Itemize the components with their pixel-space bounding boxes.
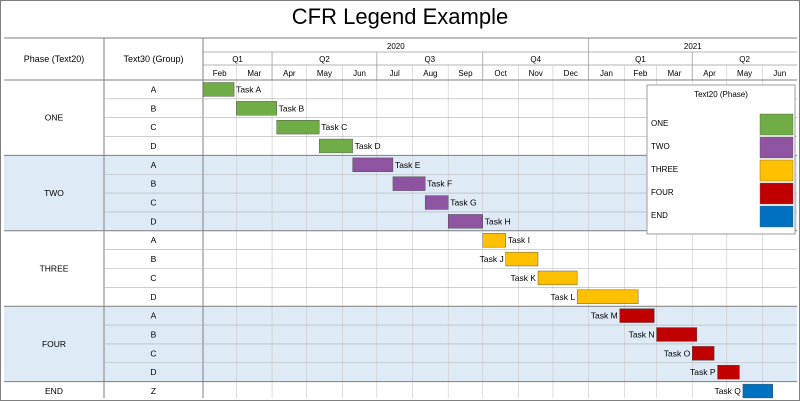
month-label: Feb	[213, 69, 227, 78]
group-label: A	[151, 160, 157, 170]
legend-swatch	[759, 159, 794, 182]
task-label: Task G	[450, 198, 476, 208]
task-label: Task N	[629, 329, 655, 339]
legend-item-label: ONE	[651, 119, 668, 128]
task-bar	[236, 101, 277, 116]
month-label: Jun	[773, 69, 786, 78]
quarter-label: Q1	[635, 55, 646, 64]
task-label: Task H	[485, 216, 511, 226]
month-label: Aug	[423, 69, 437, 78]
task-bar	[692, 346, 715, 361]
task-label: Task L	[551, 292, 576, 302]
chart-title: CFR Legend Example	[291, 4, 509, 29]
group-label: B	[151, 103, 157, 113]
task-label: Task F	[427, 179, 452, 189]
task-bar	[424, 195, 449, 210]
group-label: B	[151, 329, 157, 339]
task-label: Task I	[508, 235, 530, 245]
quarter-label: Q2	[319, 55, 330, 64]
task-bar	[352, 157, 394, 172]
group-label: C	[150, 198, 156, 208]
task-bar	[576, 289, 639, 304]
month-label: Apr	[703, 69, 716, 78]
quarter-label: Q1	[232, 55, 243, 64]
task-label: Task C	[321, 122, 347, 132]
task-label: Task A	[236, 84, 261, 94]
month-label: Jan	[600, 69, 613, 78]
legend-item-label: END	[651, 211, 668, 220]
legend-swatch	[759, 136, 794, 159]
month-label: Mar	[668, 69, 682, 78]
quarter-label: Q3	[424, 55, 435, 64]
task-bar	[537, 270, 578, 286]
year-label: 2021	[684, 42, 702, 51]
quarter-label: Q2	[739, 55, 750, 64]
task-label: Task B	[279, 103, 305, 113]
phase-label: ONE	[45, 113, 64, 123]
month-label: Nov	[529, 69, 543, 78]
legend-item-label: FOUR	[651, 188, 674, 197]
task-label: Task M	[591, 311, 618, 321]
task-bar	[202, 82, 235, 97]
month-label: Mar	[247, 69, 261, 78]
task-bar	[276, 119, 320, 135]
group-label: C	[150, 348, 156, 358]
task-label: Task E	[395, 160, 421, 170]
group-label: D	[150, 292, 156, 302]
group-label: C	[150, 122, 156, 132]
year-label: 2020	[387, 42, 405, 51]
month-label: Feb	[634, 69, 648, 78]
legend-item-label: TWO	[651, 142, 670, 151]
phase-label: THREE	[40, 264, 69, 274]
group-label: B	[151, 179, 157, 189]
task-label: Task J	[480, 254, 504, 264]
legend-swatch	[759, 113, 794, 136]
task-label: Task D	[355, 141, 381, 151]
group-label: D	[150, 367, 156, 377]
task-label: Task K	[510, 273, 536, 283]
group-label: Z	[151, 386, 156, 396]
legend-item-label: THREE	[651, 165, 678, 174]
task-bar	[619, 308, 655, 323]
group-label: D	[150, 141, 156, 151]
group-label: A	[151, 311, 157, 321]
month-label: Jul	[390, 69, 400, 78]
task-label: Task Q	[714, 386, 741, 396]
group-column-header: Text30 (Group)	[123, 54, 183, 64]
group-label: A	[151, 235, 157, 245]
month-label: Jun	[353, 69, 366, 78]
legend-swatch	[759, 182, 794, 205]
quarter-label: Q4	[530, 55, 541, 64]
legend-swatch	[759, 205, 794, 228]
group-label: A	[151, 84, 157, 94]
phase-label: END	[45, 386, 63, 396]
phase-label: TWO	[44, 188, 64, 198]
task-bar	[447, 214, 483, 229]
month-label: Oct	[494, 69, 507, 78]
month-label: May	[317, 69, 332, 78]
task-bar	[392, 176, 426, 191]
task-bar	[319, 138, 353, 154]
task-label: Task P	[690, 367, 716, 377]
month-label: Sep	[458, 69, 473, 78]
month-label: Apr	[283, 69, 296, 78]
task-bar	[717, 365, 740, 380]
legend-title: Text20 (Phase)	[694, 90, 748, 99]
month-label: May	[737, 69, 752, 78]
task-bar	[742, 383, 774, 399]
group-label: C	[150, 273, 156, 283]
task-label: Task O	[664, 348, 691, 358]
task-bar	[482, 233, 506, 248]
group-label: D	[150, 216, 156, 226]
task-bar	[505, 251, 539, 267]
task-bar	[656, 327, 698, 342]
group-label: B	[151, 254, 157, 264]
phase-label: FOUR	[42, 339, 66, 349]
phase-column-header: Phase (Text20)	[24, 54, 85, 64]
month-label: Dec	[564, 69, 578, 78]
